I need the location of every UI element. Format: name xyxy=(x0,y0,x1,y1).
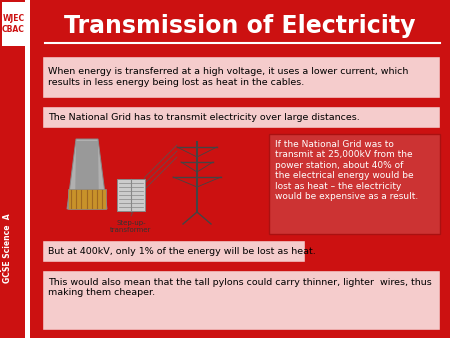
Text: If the National Grid was to
transmit at 25,000kV from the
power station, about 4: If the National Grid was to transmit at … xyxy=(275,140,418,201)
FancyBboxPatch shape xyxy=(42,240,305,262)
Text: Step-up-
transformer: Step-up- transformer xyxy=(110,220,152,233)
Polygon shape xyxy=(75,141,99,209)
Text: This would also mean that the tall pylons could carry thinner, lighter  wires, t: This would also mean that the tall pylon… xyxy=(48,278,432,297)
Text: But at 400kV, only 1% of the energy will be lost as heat.: But at 400kV, only 1% of the energy will… xyxy=(48,246,316,256)
FancyBboxPatch shape xyxy=(269,134,440,234)
Polygon shape xyxy=(68,189,106,209)
FancyBboxPatch shape xyxy=(117,179,145,211)
FancyBboxPatch shape xyxy=(42,56,440,98)
FancyBboxPatch shape xyxy=(2,2,25,46)
Text: GCSE Science  A: GCSE Science A xyxy=(4,213,13,283)
FancyBboxPatch shape xyxy=(42,270,440,330)
Text: The National Grid has to transmit electricity over large distances.: The National Grid has to transmit electr… xyxy=(48,113,360,121)
Text: When energy is transferred at a high voltage, it uses a lower current, which
res: When energy is transferred at a high vol… xyxy=(48,67,409,87)
Text: WJEC
CBAC: WJEC CBAC xyxy=(2,14,25,34)
Text: Physics 1: Physics 1 xyxy=(0,243,3,283)
Text: Transmission of Electricity: Transmission of Electricity xyxy=(64,14,416,38)
FancyBboxPatch shape xyxy=(25,0,30,338)
FancyBboxPatch shape xyxy=(42,106,440,128)
Polygon shape xyxy=(67,139,107,209)
